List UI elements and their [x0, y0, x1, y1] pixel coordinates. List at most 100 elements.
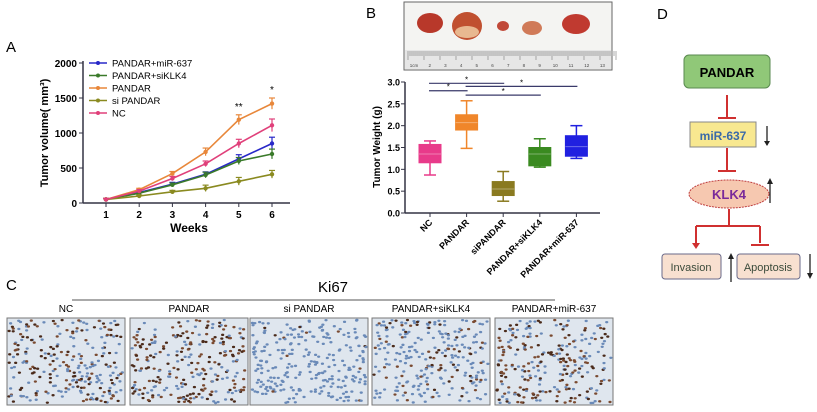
ihc-label: NC — [59, 304, 73, 315]
legend-marker — [96, 98, 100, 103]
ruler-label: 10 — [553, 63, 559, 68]
legend-label: si PANDAR — [112, 96, 161, 107]
mir-label: miR-637 — [700, 129, 747, 143]
data-point — [203, 186, 208, 191]
box — [418, 143, 442, 164]
pandar-node — [683, 54, 771, 89]
y-tick-label: 2.5 — [387, 99, 400, 109]
tumor-photo: 1cm 2 3 4 5 6 7 8 9 10 11 12 13 — [403, 1, 617, 71]
ruler-label: 7 — [507, 63, 510, 68]
ruler-label: 5 — [476, 63, 479, 68]
y-tick-label: 1000 — [55, 129, 78, 140]
data-point — [269, 151, 275, 157]
ruler-label: 1cm — [410, 63, 419, 68]
significance-mark: ** — [235, 102, 243, 113]
apoptosis-label: Apoptosis — [744, 262, 793, 274]
ihc-image — [249, 317, 369, 406]
y-tick-label: 500 — [60, 164, 77, 175]
ruler-label: 8 — [523, 63, 526, 68]
data-point — [236, 117, 241, 122]
ruler-label: 3 — [444, 63, 447, 68]
box — [455, 114, 479, 131]
significance-mark: * — [465, 75, 468, 84]
mechanism-diagram: PANDAR miR-637 KLK4 Invasion Apoptosis — [661, 54, 813, 282]
ruler-label: 9 — [538, 63, 541, 68]
series-line — [105, 153, 273, 201]
y-axis-label: Tumor Weight (g) — [372, 106, 383, 188]
data-point — [269, 172, 275, 177]
data-point — [203, 149, 208, 155]
ki67-title: Ki67 — [318, 279, 348, 296]
data-point — [269, 123, 275, 128]
data-point — [137, 188, 142, 194]
data-point — [103, 197, 109, 202]
series-line — [105, 173, 273, 201]
box — [564, 135, 588, 157]
legend-label: NC — [112, 109, 126, 120]
data-point — [269, 101, 275, 106]
x-tick-label: 5 — [236, 210, 242, 221]
data-point — [203, 161, 208, 166]
activate-arrow-icon — [692, 243, 700, 249]
y-tick-label: 2000 — [55, 59, 78, 70]
ruler-label: 4 — [460, 63, 463, 68]
y-tick-label: 0 — [71, 199, 77, 210]
invasion-label: Invasion — [671, 262, 712, 274]
ihc-background — [494, 317, 614, 406]
ihc-image — [494, 317, 614, 406]
y-tick-label: 1.5 — [387, 143, 400, 153]
y-tick-label: 1.0 — [387, 165, 400, 175]
significance-mark: * — [270, 85, 274, 96]
klk4-label: KLK4 — [712, 187, 747, 202]
ki67-panel: Ki67 NC PANDAR si PANDAR PANDAR+siKLK4 PANDA… — [6, 279, 614, 406]
y-tick-label: 0.0 — [387, 209, 400, 219]
ihc-label: PANDAR — [169, 304, 210, 315]
ruler-label: 11 — [569, 63, 574, 68]
apoptosis-node — [736, 253, 801, 280]
y-axis-label: Tumor volume( mm³) — [39, 78, 51, 187]
ruler-label: 13 — [600, 63, 606, 68]
x-tick-label: NC — [418, 217, 435, 234]
legend-label: PANDAR+miR-637 — [112, 59, 192, 70]
ruler-label: 12 — [584, 63, 590, 68]
data-point — [203, 172, 208, 178]
data-point — [170, 189, 175, 194]
panel-label-c: C — [6, 277, 17, 294]
series-line — [105, 102, 273, 201]
ruler-label: 6 — [491, 63, 494, 68]
x-tick-label: 1 — [103, 210, 109, 221]
data-point — [137, 193, 142, 199]
pandar-label: PANDAR — [700, 65, 755, 80]
ihc-image — [129, 317, 249, 406]
ihc-background — [371, 317, 491, 406]
x-tick-label: 4 — [203, 210, 209, 221]
y-tick-label: 1500 — [55, 94, 78, 105]
data-point — [269, 141, 275, 146]
ihc-label: PANDAR+siKLK4 — [392, 304, 471, 315]
y-tick-label: 3.0 — [387, 78, 400, 88]
box — [528, 147, 552, 167]
significance-mark: * — [447, 83, 450, 92]
legend-marker — [96, 73, 100, 78]
y-tick-label: 0.5 — [387, 187, 400, 197]
x-axis-label: Weeks — [170, 221, 208, 235]
legend-marker — [96, 61, 100, 65]
data-point — [236, 158, 241, 164]
panel-label-d: D — [657, 6, 668, 23]
significance-mark: * — [520, 78, 523, 87]
invasion-node — [661, 253, 722, 280]
panel-label-a: A — [6, 39, 16, 56]
ruler-label: 2 — [428, 63, 431, 68]
tumor-volume-chart: Tumor volume( mm³) Weeks 0 500 1000 1500 200… — [39, 59, 290, 235]
ihc-image — [6, 317, 126, 406]
legend-marker — [96, 111, 100, 115]
ihc-label: si PANDAR — [284, 304, 335, 315]
significance-mark: * — [502, 87, 505, 96]
box — [491, 181, 515, 197]
data-point — [170, 176, 175, 181]
series-line — [105, 124, 273, 201]
klk4-node — [688, 179, 770, 209]
legend-marker — [96, 86, 100, 90]
